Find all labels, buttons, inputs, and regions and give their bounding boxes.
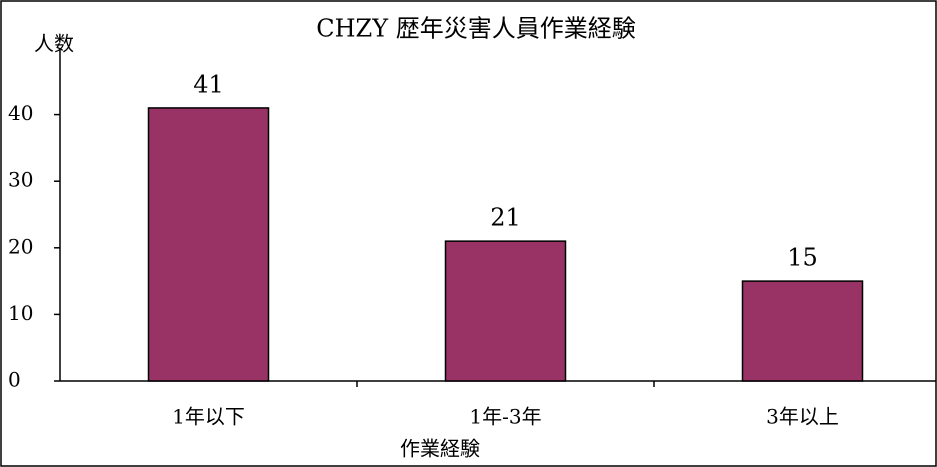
data-label: 21 — [490, 204, 521, 232]
y-tick-label: 0 — [8, 368, 21, 392]
y-axis-label: 人数 — [34, 32, 74, 56]
bar — [444, 240, 567, 382]
x-axis-label: 作業経験 — [400, 437, 480, 461]
x-tick-label: 3年以上 — [766, 405, 839, 429]
y-tick-label: 20 — [8, 234, 33, 258]
bar — [147, 107, 270, 382]
bar — [741, 280, 864, 382]
x-tick-label: 1年-3年 — [469, 405, 541, 429]
y-tick-label: 10 — [8, 301, 33, 325]
data-label: 15 — [787, 244, 818, 272]
data-label: 41 — [193, 70, 224, 98]
chart-title: CHZY 歴年災害人員作業経験 — [316, 15, 635, 43]
y-tick-label: 30 — [8, 168, 33, 192]
y-tick-label: 40 — [8, 101, 33, 125]
x-tick-label: 1年以下 — [172, 405, 245, 429]
